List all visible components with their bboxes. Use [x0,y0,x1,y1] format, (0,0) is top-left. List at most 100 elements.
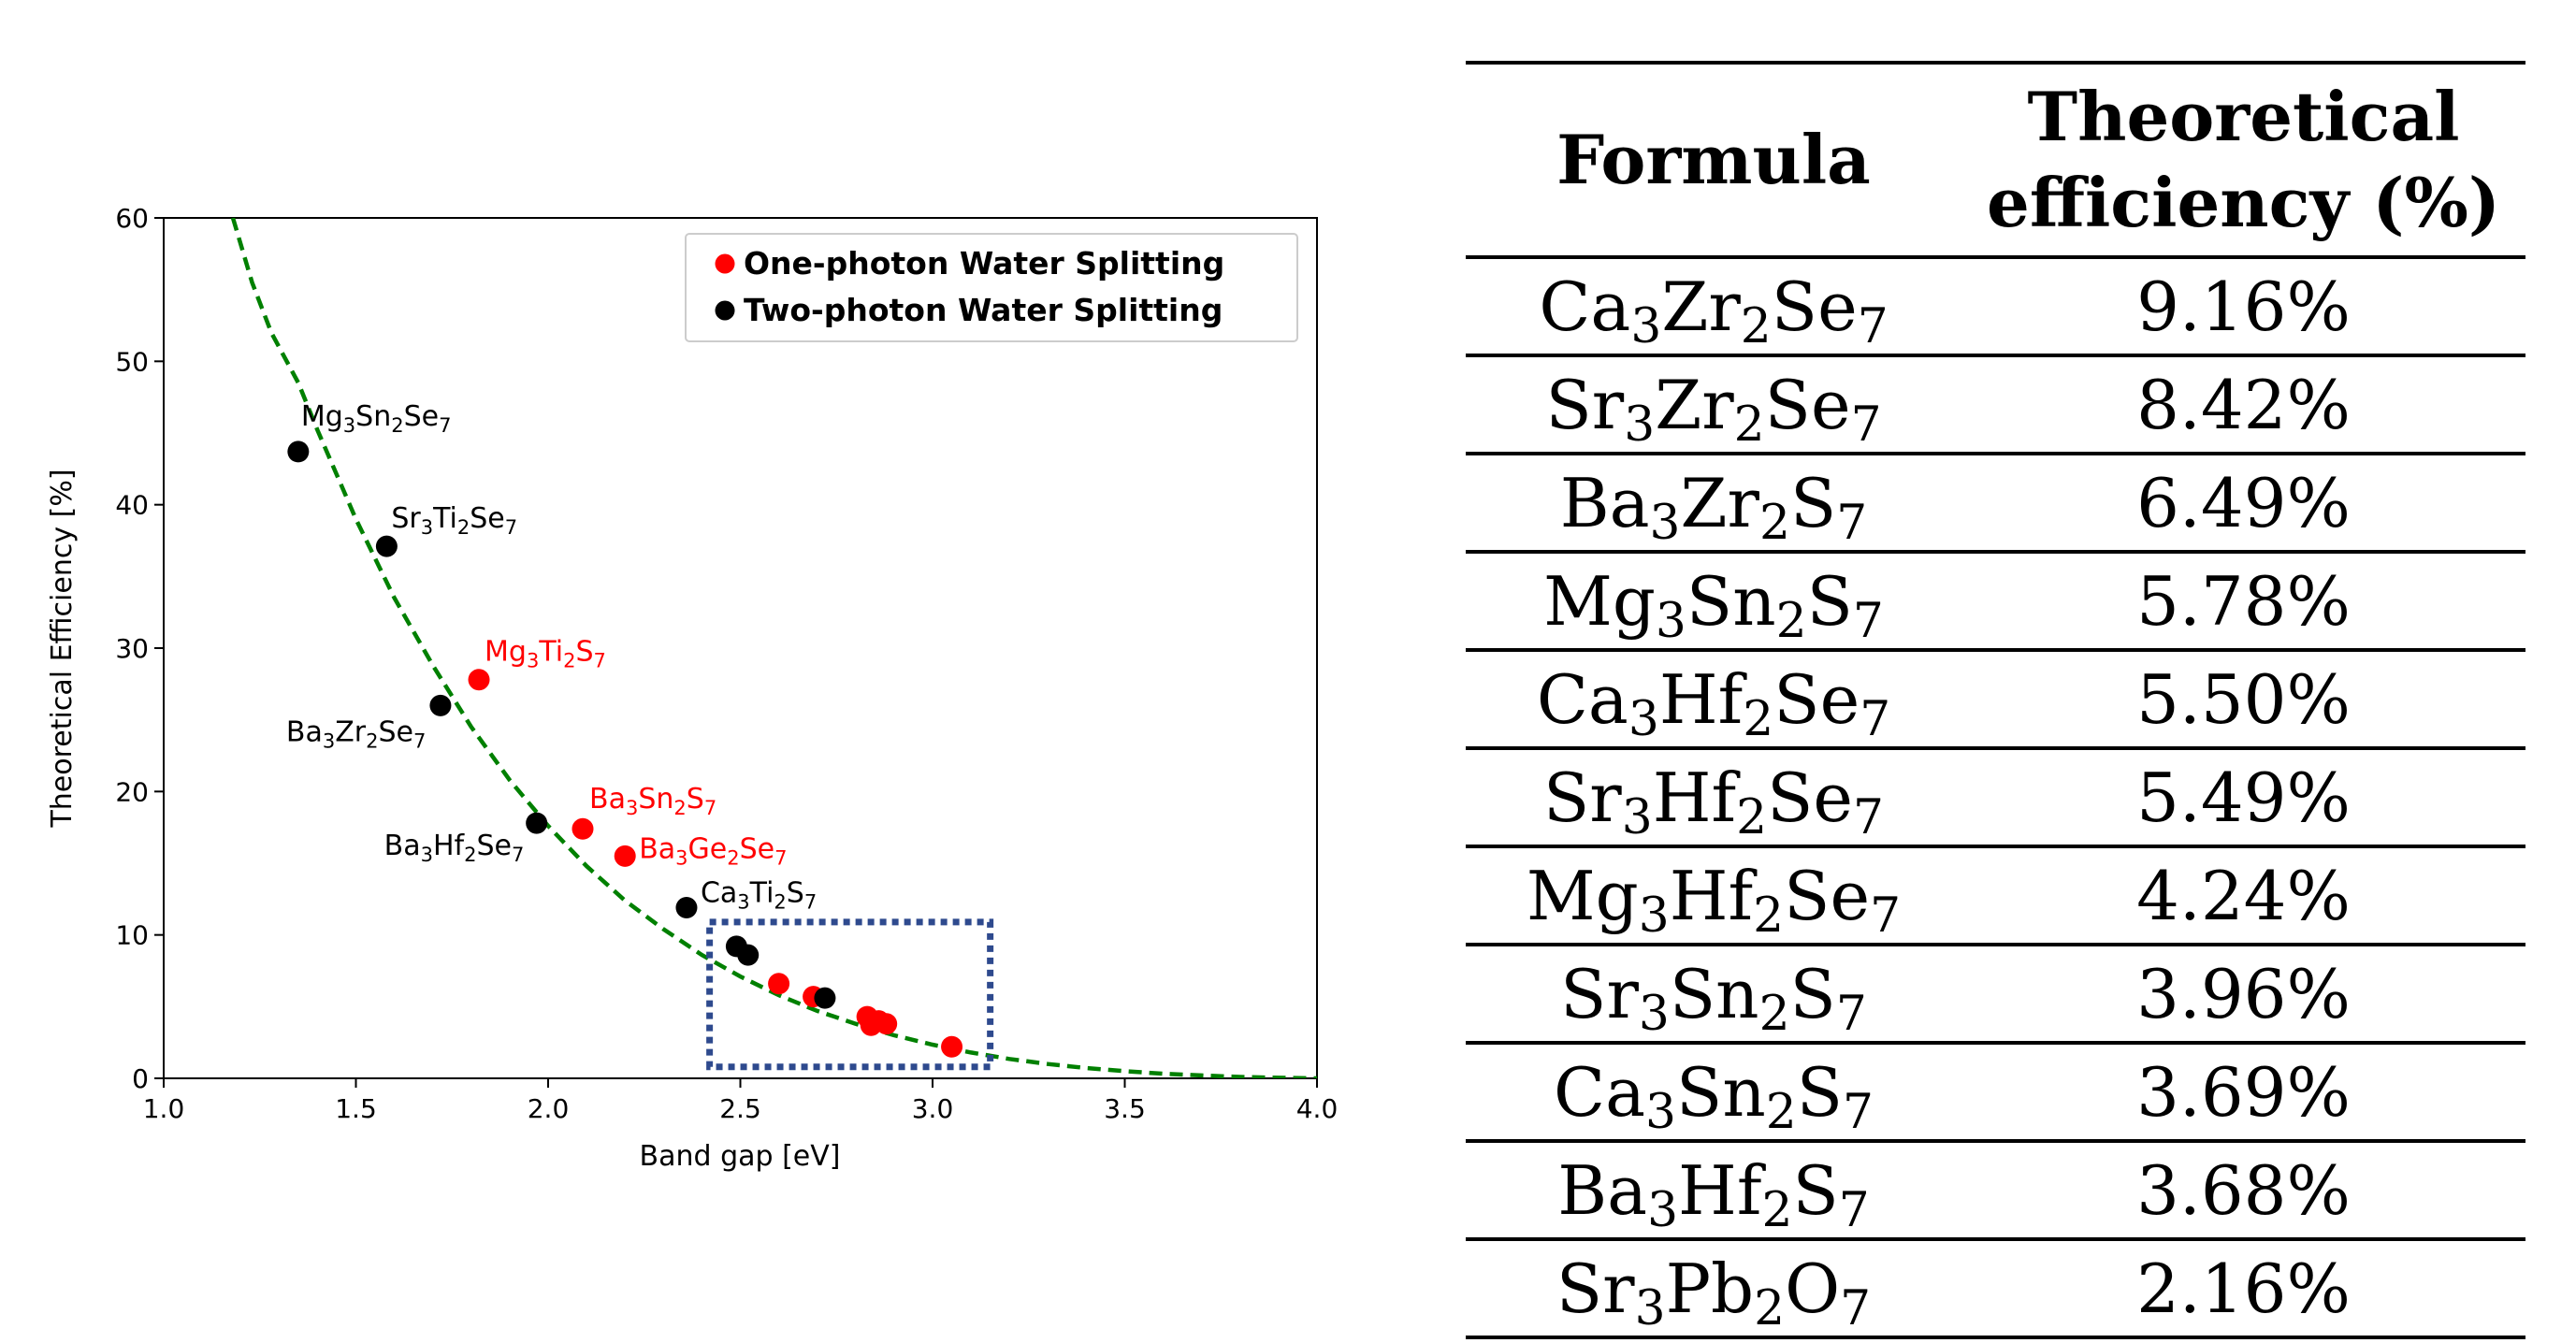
efficiency-cell: 2.16% [1961,1239,2525,1339]
formula-element: Sr [1542,758,1622,837]
efficiency-cell: 3.68% [1961,1141,2525,1241]
formula-element: Zr [1661,267,1741,346]
y-tick-label: 60 [115,203,149,234]
data-point [375,535,398,557]
formula-element: Sn [1669,954,1759,1033]
x-tick-label: 3.0 [912,1093,954,1124]
efficiency-cell: 8.42% [1961,355,2525,455]
formula-subscript: 2 [1754,1279,1786,1336]
legend-label: One-photon Water Splitting [744,245,1224,282]
point-label: Ba3​Sn2​S7​ [589,783,716,819]
formula-cell: Ca3Hf2Se7 [1466,650,1961,750]
data-point [737,944,760,966]
formula-cell: Mg3Sn2S7 [1466,552,1961,652]
formula-element: Se [1767,758,1854,837]
formula-element: Mg [1526,856,1639,935]
x-tick-label: 2.5 [719,1093,761,1124]
formula-element: Sr [1560,954,1639,1033]
table-row: Mg3Hf2Se7 4.24% [1466,846,2525,946]
point-label: Ba3​Hf2​Se7​ [384,830,525,866]
formula-element: Ca [1536,659,1628,739]
formula-element: Hf [1669,856,1754,935]
data-point [614,845,636,867]
point-label: Mg3​Sn2​Se7​ [301,400,452,437]
table-row: Mg3Sn2S7 5.78% [1466,552,2525,652]
formula-subscript: 7 [1850,396,1882,453]
formula-cell: Sr3Zr2Se7 [1466,355,1961,455]
y-tick-label: 50 [115,346,149,377]
data-point [572,817,594,840]
formula-element: Se [1771,267,1858,346]
point-label: Ba3​Zr2​Se7​ [286,715,426,752]
table-row: Ba3Zr2S7 6.49% [1466,454,2525,554]
plot-area [163,217,1318,1079]
efficiency-table-container: Formula Theoretical efficiency (%) Ca3Zr… [1466,61,2525,1339]
formula-subscript: 2 [1758,494,1790,551]
formula-element: S [1789,463,1837,542]
x-tick-label: 1.0 [143,1093,185,1124]
point-label: Ba3​Ge2​Se7​ [639,832,787,869]
formula-subscript: 3 [1628,690,1659,747]
data-point [768,973,790,995]
limit-curve [230,218,1317,1078]
data-point [941,1035,963,1058]
x-tick-label: 2.0 [528,1093,570,1124]
highlight-box [706,918,994,1071]
formula-subscript: 7 [1836,494,1868,551]
formula-subscript: 3 [1638,985,1670,1042]
formula-subscript: 7 [1838,1181,1870,1238]
formula-element: Zr [1680,463,1759,542]
formula-subscript: 3 [1624,396,1656,453]
efficiency-cell: 4.24% [1961,846,2525,946]
formula-element: Ca [1554,1052,1646,1132]
data-point [814,987,836,1009]
formula-subscript: 2 [1733,396,1765,453]
point-label: Ca3​Ti2​S7​ [701,877,817,914]
efficiency-cell: 3.69% [1961,1043,2525,1143]
formula-subscript: 3 [1645,1083,1676,1140]
formula-subscript: 3 [1630,297,1662,354]
formula-subscript: 2 [1758,985,1790,1042]
formula-element: O [1785,1249,1841,1328]
formula-element: S [1806,561,1853,641]
formula-element: Zr [1655,365,1734,444]
table-row: Sr3Hf2Se7 5.49% [1466,748,2525,848]
formula-subscript: 2 [1761,1181,1793,1238]
formula-subscript: 3 [1647,1181,1679,1238]
formula-cell: Ca3Sn2S7 [1466,1043,1961,1143]
efficiency-table: Formula Theoretical efficiency (%) Ca3Zr… [1466,61,2525,1339]
formula-element: Sn [1686,561,1776,641]
formula-element: Se [1773,659,1860,739]
formula-subscript: 2 [1765,1083,1797,1140]
formula-element: Se [1764,365,1851,444]
formula-cell: Sr3Pb2O7 [1466,1239,1961,1339]
efficiency-chart: 1.0 1.5 2.0 2.5 3.0 3.5 4.0 0 10 20 30 40 50 60 Mg3​T… [46,203,1339,1173]
table-row: Sr3Pb2O7 2.16% [1466,1239,2525,1339]
formula-subscript: 7 [1853,788,1885,845]
formula-subscript: 2 [1743,690,1774,747]
formula-cell: Ba3Zr2S7 [1466,454,1961,554]
formula-subscript: 3 [1621,788,1653,845]
data-point [468,669,490,691]
x-tick-label: 4.0 [1296,1093,1339,1124]
table-row: Sr3Zr2Se7 8.42% [1466,355,2525,455]
formula-element: Ba [1559,463,1650,542]
formula-cell: Ba3Hf2S7 [1466,1141,1961,1241]
formula-subscript: 7 [1870,887,1902,944]
formula-element: Sn [1676,1052,1766,1132]
formula-element: Mg [1543,561,1656,641]
efficiency-cell: 9.16% [1961,257,2525,357]
formula-element: Sr [1556,1249,1635,1328]
efficiency-cell: 6.49% [1961,454,2525,554]
data-point [429,694,452,716]
efficiency-cell: 3.96% [1961,945,2525,1045]
y-tick-label: 20 [115,776,149,807]
formula-subscript: 2 [1753,887,1785,944]
efficiency-cell: 5.78% [1961,552,2525,652]
formula-subscript: 2 [1736,788,1768,845]
formula-cell: Mg3Hf2Se7 [1466,846,1961,946]
formula-subscript: 3 [1638,887,1670,944]
y-tick-label: 40 [115,490,149,521]
formula-subscript: 7 [1860,690,1891,747]
formula-subscript: 3 [1649,494,1681,551]
